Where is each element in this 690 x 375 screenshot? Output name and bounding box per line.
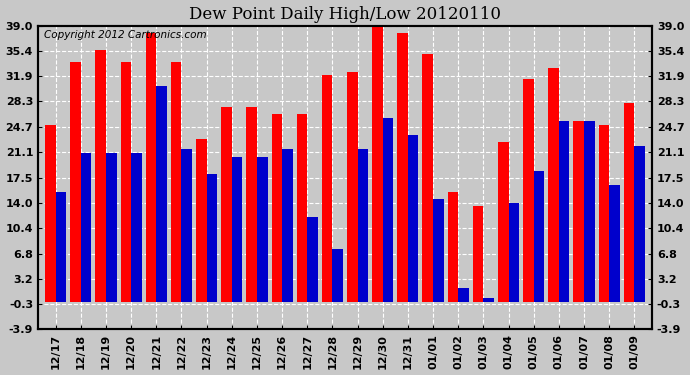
Bar	[408, 135, 418, 302]
Title: Dew Point Daily High/Low 20120110: Dew Point Daily High/Low 20120110	[189, 6, 501, 22]
Bar	[573, 121, 584, 302]
Bar	[171, 62, 181, 302]
Bar	[599, 124, 609, 302]
Bar	[509, 202, 519, 302]
Bar	[70, 62, 81, 302]
Bar	[282, 150, 293, 302]
Bar	[448, 192, 458, 302]
Bar	[372, 24, 383, 302]
Bar	[609, 185, 620, 302]
Bar	[181, 150, 192, 302]
Bar	[257, 156, 268, 302]
Bar	[498, 142, 509, 302]
Bar	[45, 124, 56, 302]
Bar	[433, 199, 444, 302]
Bar	[357, 150, 368, 302]
Bar	[246, 107, 257, 302]
Bar	[347, 72, 357, 302]
Bar	[383, 118, 393, 302]
Bar	[121, 62, 131, 302]
Bar	[221, 107, 232, 302]
Bar	[533, 171, 544, 302]
Bar	[95, 50, 106, 302]
Bar	[473, 206, 484, 302]
Bar	[634, 146, 645, 302]
Bar	[397, 33, 408, 302]
Bar	[458, 288, 469, 302]
Bar	[81, 153, 91, 302]
Bar	[196, 139, 206, 302]
Bar	[157, 86, 167, 302]
Bar	[106, 153, 117, 302]
Bar	[297, 114, 307, 302]
Text: Copyright 2012 Cartronics.com: Copyright 2012 Cartronics.com	[44, 30, 207, 40]
Bar	[232, 156, 242, 302]
Bar	[146, 33, 157, 302]
Bar	[333, 249, 343, 302]
Bar	[131, 153, 141, 302]
Bar	[584, 121, 595, 302]
Bar	[322, 75, 333, 302]
Bar	[624, 104, 634, 302]
Bar	[523, 79, 533, 302]
Bar	[559, 121, 569, 302]
Bar	[272, 114, 282, 302]
Bar	[206, 174, 217, 302]
Bar	[422, 54, 433, 302]
Bar	[56, 192, 66, 302]
Bar	[484, 298, 494, 302]
Bar	[307, 217, 318, 302]
Bar	[549, 68, 559, 302]
